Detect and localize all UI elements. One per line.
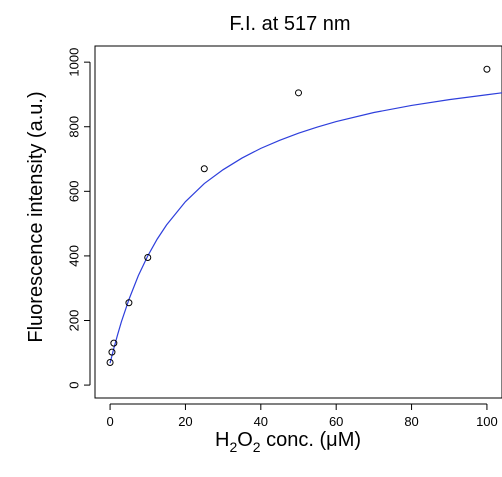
data-point — [295, 89, 302, 97]
y-tick-label: 0 — [66, 381, 81, 388]
x-tick-label: 20 — [178, 414, 192, 429]
data-point — [110, 339, 118, 347]
y-axis: 0 200 400 600 800 1000 — [66, 48, 91, 389]
data-point — [144, 254, 152, 262]
x-tick-label: 80 — [404, 414, 418, 429]
x-axis-title-sub-2b: 2 — [253, 439, 261, 455]
x-tick-label: 60 — [329, 414, 343, 429]
plot-frame — [94, 45, 502, 399]
data-point — [108, 348, 116, 356]
data-point — [125, 299, 133, 307]
x-tick-label: 0 — [106, 414, 113, 429]
x-axis-title-sub-2a: 2 — [229, 439, 237, 455]
x-axis-title: H2O2 conc. (μM) — [215, 429, 361, 455]
data-point — [106, 358, 114, 366]
x-axis-title-h: H — [215, 429, 229, 451]
x-axis: 0 20 40 60 80 100 — [106, 403, 498, 429]
chart-title: F.I. at 517 nm — [229, 13, 350, 35]
x-tick-label: 40 — [254, 414, 268, 429]
x-axis-title-units: conc. (μM) — [261, 429, 361, 451]
fit-curve-line — [109, 92, 502, 364]
y-tick-label: 1000 — [66, 48, 81, 77]
plot-content — [106, 65, 502, 366]
data-point — [483, 65, 491, 73]
x-tick-label: 100 — [476, 414, 498, 429]
y-tick-label: 200 — [66, 310, 81, 332]
y-axis-title: Fluorescence intensity (a.u.) — [25, 91, 47, 342]
y-tick-label: 800 — [66, 116, 81, 138]
data-point — [200, 165, 208, 173]
y-tick-label: 600 — [66, 180, 81, 202]
y-tick-label: 400 — [66, 245, 81, 267]
x-axis-title-o: O — [237, 429, 253, 451]
